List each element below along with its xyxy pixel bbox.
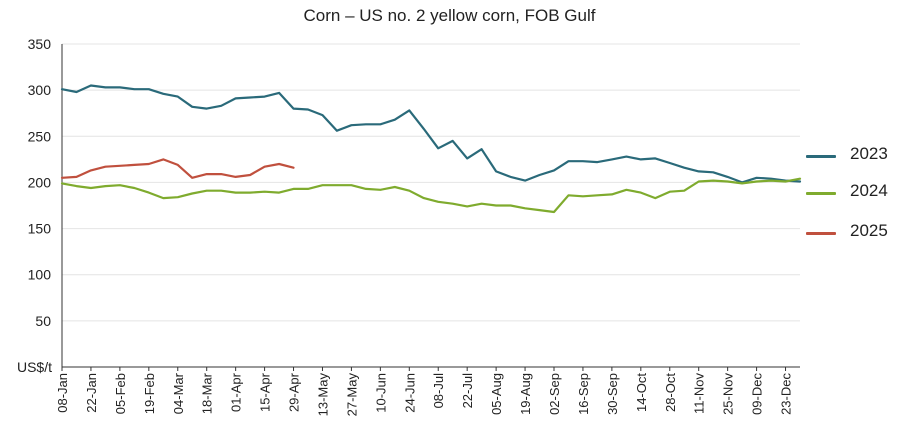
x-tick-label-23-Dec: 23-Dec xyxy=(779,373,794,415)
legend-swatch-2023 xyxy=(806,155,836,158)
x-tick-label-04-Mar: 04-Mar xyxy=(171,372,186,414)
series-line-2023 xyxy=(60,84,802,184)
x-tick-label-25-Nov: 25-Nov xyxy=(721,373,736,415)
x-tick-label-22-Jul: 22-Jul xyxy=(460,373,475,409)
x-tick-label-30-Sep: 30-Sep xyxy=(605,373,620,415)
x-tick-label-27-May: 27-May xyxy=(344,373,359,417)
x-tick-label-22-Jan: 22-Jan xyxy=(84,373,99,413)
x-tick-label-15-Apr: 15-Apr xyxy=(258,372,273,412)
legend-item-2023: 2023 xyxy=(806,140,899,170)
series-layer xyxy=(60,84,802,214)
x-tick-label-19-Feb: 19-Feb xyxy=(142,373,157,414)
legend-label-2023: 2023 xyxy=(850,144,888,163)
x-tick-label-16-Sep: 16-Sep xyxy=(576,373,591,415)
x-tick-label-13-May: 13-May xyxy=(315,373,330,417)
legend-label-2025: 2025 xyxy=(850,221,888,240)
series-line-2024 xyxy=(60,177,802,214)
x-tick-label-18-Mar: 18-Mar xyxy=(200,372,215,414)
x-tick-label-14-Oct: 14-Oct xyxy=(634,373,649,412)
x-tick-label-05-Aug: 05-Aug xyxy=(489,373,504,415)
legend-item-2025: 2025 xyxy=(806,217,899,247)
legend-swatch-2025 xyxy=(806,232,836,235)
y-tick-label-300: 300 xyxy=(28,82,52,98)
chart-title: Corn – US no. 2 yellow corn, FOB Gulf xyxy=(303,6,596,25)
x-tick-label-19-Aug: 19-Aug xyxy=(518,373,533,415)
series-line-2025 xyxy=(60,158,295,179)
x-tick-label-05-Feb: 05-Feb xyxy=(113,373,128,414)
grid-layer xyxy=(62,43,800,322)
x-tick-labels: 08-Jan 22-Jan 05-Feb 19-Feb 04-Mar 18-Mar 01-A… xyxy=(55,372,794,416)
y-tick-label-250: 250 xyxy=(28,128,52,144)
x-tick-label-09-Dec: 09-Dec xyxy=(750,373,765,415)
x-tick-label-10-Jun: 10-Jun xyxy=(373,373,388,413)
x-tick-label-02-Sep: 02-Sep xyxy=(547,373,562,415)
legend-swatch-2024 xyxy=(806,192,836,195)
y-axis-unit-label: US$/t xyxy=(17,359,52,375)
axis-layer xyxy=(61,44,800,371)
x-tick-label-11-Nov: 11-Nov xyxy=(692,373,707,414)
x-tick-label-01-Apr: 01-Apr xyxy=(229,372,244,412)
x-tick-label-24-Jun: 24-Jun xyxy=(402,373,417,413)
legend-label-2024: 2024 xyxy=(850,181,888,200)
x-tick-label-08-Jan: 08-Jan xyxy=(55,373,70,413)
legend-item-2024: 2024 xyxy=(806,177,899,207)
y-tick-label-150: 150 xyxy=(28,221,52,237)
y-tick-label-200: 200 xyxy=(28,174,52,190)
y-tick-label-350: 350 xyxy=(28,36,52,52)
y-tick-label-50: 50 xyxy=(35,313,51,329)
x-tick-label-29-Apr: 29-Apr xyxy=(287,372,302,412)
x-tick-label-28-Oct: 28-Oct xyxy=(663,373,678,412)
y-tick-label-100: 100 xyxy=(28,267,52,283)
x-tick-label-08-Jul: 08-Jul xyxy=(431,373,446,409)
y-tick-labels: 350 300 250 200 150 100 50 xyxy=(28,36,52,329)
